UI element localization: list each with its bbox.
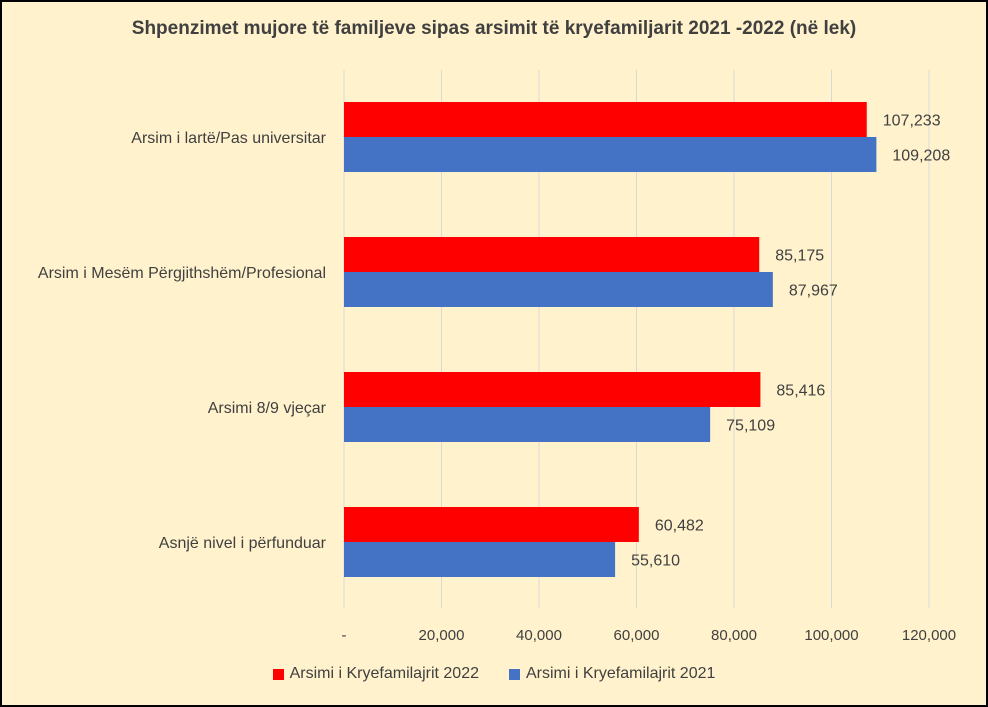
bars [344, 102, 877, 577]
x-tick-label: 40,000 [516, 627, 562, 644]
data-label: 55,610 [631, 553, 680, 570]
data-label: 87,967 [789, 283, 838, 300]
x-tick-label: 120,000 [902, 627, 956, 644]
bar [344, 372, 761, 407]
bar [344, 507, 639, 542]
legend-swatch-2021 [509, 668, 520, 680]
bar [344, 102, 867, 137]
category-label: Arsim i lartë/Pas universitar [131, 130, 326, 147]
legend-item-2021: Arsimi i Kryefamilajrit 2021 [509, 665, 715, 683]
category-label: Asnjë nivel i përfunduar [159, 535, 327, 552]
labels: - 20,000 40,000 60,000 80,000 100,000 120,000 A… [38, 113, 956, 645]
legend-item-2022: Arsimi i Kryefamilajrit 2022 [272, 665, 479, 683]
category-label: Arsimi 8/9 vjeçar [208, 400, 327, 417]
bar [344, 542, 616, 577]
data-label: 75,109 [726, 418, 775, 435]
bar [344, 137, 877, 172]
chart-title: Shpenzimet mujore të familjeve sipas ars… [131, 18, 857, 39]
data-label: 60,482 [655, 518, 704, 535]
legend-label-2022: Arsimi i Kryefamilajrit 2022 [289, 665, 479, 682]
data-label: 107,233 [883, 113, 941, 130]
legend: Arsimi i Kryefamilajrit 2022 Arsimi i Kr… [0, 665, 988, 683]
category-label: Arsim i Mesëm Përgjithshëm/Profesional [38, 265, 326, 282]
x-tick-label: 100,000 [804, 627, 858, 644]
bar [344, 272, 773, 307]
x-tick-label: 60,000 [614, 627, 660, 644]
bar [344, 407, 711, 442]
bar [344, 237, 760, 272]
x-tick-label: 20,000 [419, 627, 465, 644]
data-label: 109,208 [892, 148, 950, 165]
legend-swatch-2022 [272, 668, 284, 680]
x-tick-label: - [342, 627, 347, 644]
legend-label-2021: Arsimi i Kryefamilajrit 2021 [526, 665, 716, 682]
x-tick-label: 80,000 [711, 627, 757, 644]
data-label: 85,175 [775, 248, 824, 265]
data-label: 85,416 [776, 383, 825, 400]
